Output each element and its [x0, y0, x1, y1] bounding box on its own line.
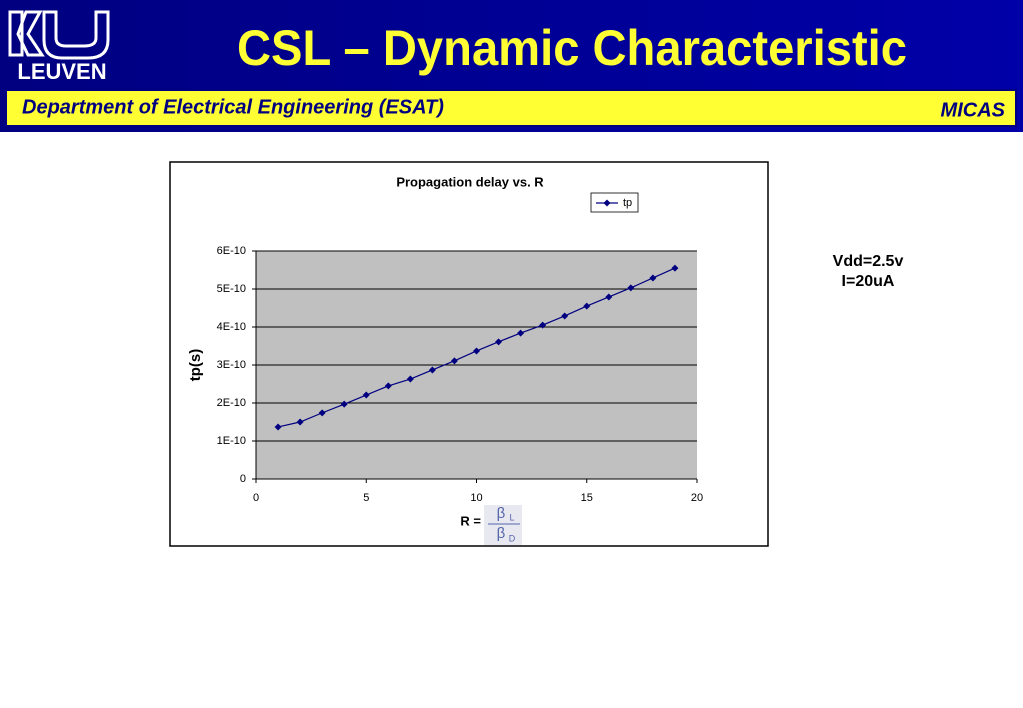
data-point: [583, 302, 591, 310]
department: Department of Electrical Engineering (ES…: [22, 96, 444, 118]
y-tick-label: 4E-10: [217, 321, 246, 333]
logo-mark: [8, 10, 110, 60]
y-tick-label: 0: [240, 473, 246, 485]
x-tick-label: 10: [470, 492, 482, 504]
data-point: [517, 329, 525, 337]
x-tick-label: 15: [581, 492, 593, 504]
note: I=20uA: [842, 273, 895, 290]
data-point: [406, 375, 414, 383]
department-bar: [5, 89, 1017, 127]
data-point: [450, 357, 458, 365]
chart-title: Propagation delay vs. R: [396, 174, 544, 189]
data-point: [296, 418, 304, 426]
data-point: [362, 391, 370, 399]
data-point: [627, 284, 635, 292]
data-point: [274, 423, 282, 431]
data-point: [384, 382, 392, 390]
legend-marker: [603, 199, 611, 207]
formula-symbol: β: [497, 505, 506, 522]
x-tick-label: 0: [253, 492, 259, 504]
data-point: [649, 274, 657, 282]
formula-subscript: D: [509, 533, 516, 543]
data-point: [495, 338, 503, 346]
y-tick-label: 5E-10: [217, 283, 246, 295]
data-point: [428, 366, 436, 374]
data-point: [473, 347, 480, 355]
data-point: [671, 264, 679, 272]
group-name: MICAS: [941, 99, 1006, 121]
data-point: [539, 321, 547, 329]
y-tick-label: 3E-10: [217, 359, 246, 371]
formula-subscript: L: [509, 512, 514, 522]
y-axis-label: tp(s): [187, 349, 204, 382]
formula-symbol: β: [497, 525, 506, 542]
x-tick-label: 20: [691, 492, 703, 504]
data-point: [318, 409, 326, 417]
slide-title: CSL – Dynamic Characteristic: [237, 20, 907, 76]
data-point: [561, 312, 569, 320]
y-tick-label: 1E-10: [217, 435, 246, 447]
x-axis-label: R =: [460, 513, 481, 528]
logo-text: LEUVEN: [17, 59, 106, 84]
note: Vdd=2.5v: [833, 253, 904, 270]
y-tick-label: 2E-10: [217, 397, 246, 409]
data-point: [605, 293, 613, 301]
legend-label: tp: [623, 197, 632, 209]
data-point: [340, 400, 348, 408]
y-tick-label: 6E-10: [217, 245, 246, 257]
formula-box: [484, 505, 522, 545]
x-tick-label: 5: [363, 492, 369, 504]
